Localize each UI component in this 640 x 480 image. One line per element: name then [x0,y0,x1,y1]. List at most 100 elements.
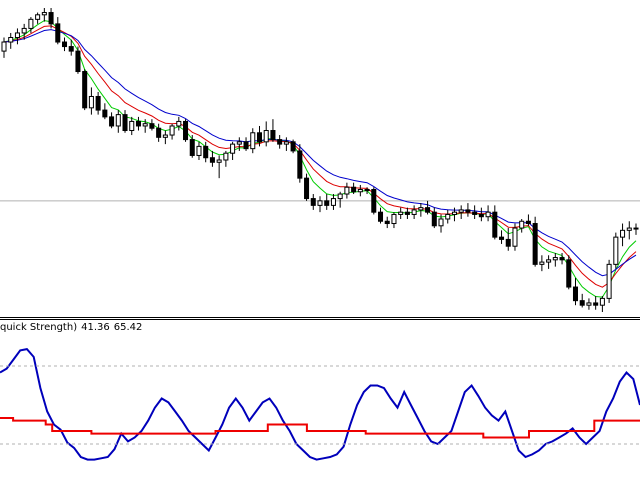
candle-body [512,227,518,247]
candle [458,205,464,219]
candle [546,255,552,269]
candle-body [304,177,310,200]
candle-body [337,193,343,200]
candle [8,32,14,49]
candle-body [243,141,249,150]
candle [1,37,7,58]
candle-body [270,130,276,141]
moving-averages [3,20,637,298]
candle-body [28,18,34,29]
candle [102,103,108,120]
candle-body [82,71,88,109]
candle-body [115,114,121,127]
candle-body [88,95,94,109]
candle [61,37,68,52]
candle [606,259,612,303]
candle [162,130,168,145]
candle-body [209,157,215,163]
candle [35,12,41,24]
candle [283,137,289,151]
candle-body [391,213,397,225]
candle [472,205,478,219]
candle [485,205,491,222]
candle [404,207,410,219]
candle [613,232,619,269]
candle [236,137,242,151]
candle-body [438,218,444,227]
candle [55,17,61,45]
candle-body [505,238,511,247]
candle-body [317,200,323,206]
candle-body [162,134,168,138]
candle-body [250,132,256,150]
candle [552,253,558,267]
candle-body [109,116,115,127]
candle [492,205,498,240]
candle-body [371,188,377,213]
candle-body [324,200,330,206]
ma-slow-line [3,29,637,277]
candle [209,150,215,167]
candle [324,194,330,210]
candle-body [539,261,545,265]
candle-body [599,297,605,306]
candle [330,194,336,210]
candle [344,182,350,199]
candle-body [566,259,572,288]
candle [203,141,209,163]
candle-body [559,257,565,261]
candle [512,223,518,251]
candle [297,144,303,183]
indicator-label: quick Strength) 41.36 65.42 [0,322,146,333]
candle [478,207,484,222]
candle-body [357,188,363,193]
indicator-name: quick Strength) [0,322,78,333]
candle [310,194,316,210]
indicator-value-2: 65.42 [113,322,143,333]
candle [337,191,343,208]
candle [149,119,155,131]
candle [95,91,101,115]
candle [41,8,47,22]
candle-body [55,23,61,43]
candle [384,216,390,229]
candle [377,207,384,224]
candle [223,150,229,167]
candle [445,209,451,224]
candle [579,293,585,308]
candle [304,173,310,201]
candle [593,296,599,310]
candle-body [384,220,390,225]
candle [156,123,162,142]
candle-body [75,50,81,73]
candle [620,223,626,247]
candle-body [216,159,222,163]
oscillator-panel [0,348,640,461]
candle [28,17,34,33]
candle-body [48,12,54,25]
candle-body [263,130,269,143]
candle [216,155,222,179]
candle [633,223,639,235]
candle-body [142,123,148,127]
candle-body [404,211,410,215]
candle-body [364,188,370,191]
candles [1,8,639,312]
candle-body [8,36,14,43]
candle [183,119,189,142]
candle [317,196,323,213]
candle [196,141,202,160]
candle [431,207,437,229]
candle [519,218,525,233]
candle [586,298,592,310]
candle [398,207,404,219]
candle [250,128,256,154]
candle [243,137,249,151]
candle-body [102,109,108,118]
candle-body [519,220,525,229]
candle [425,200,431,215]
candle-body [626,227,632,231]
candle [451,207,457,222]
candle [465,203,471,217]
candle [68,39,74,56]
